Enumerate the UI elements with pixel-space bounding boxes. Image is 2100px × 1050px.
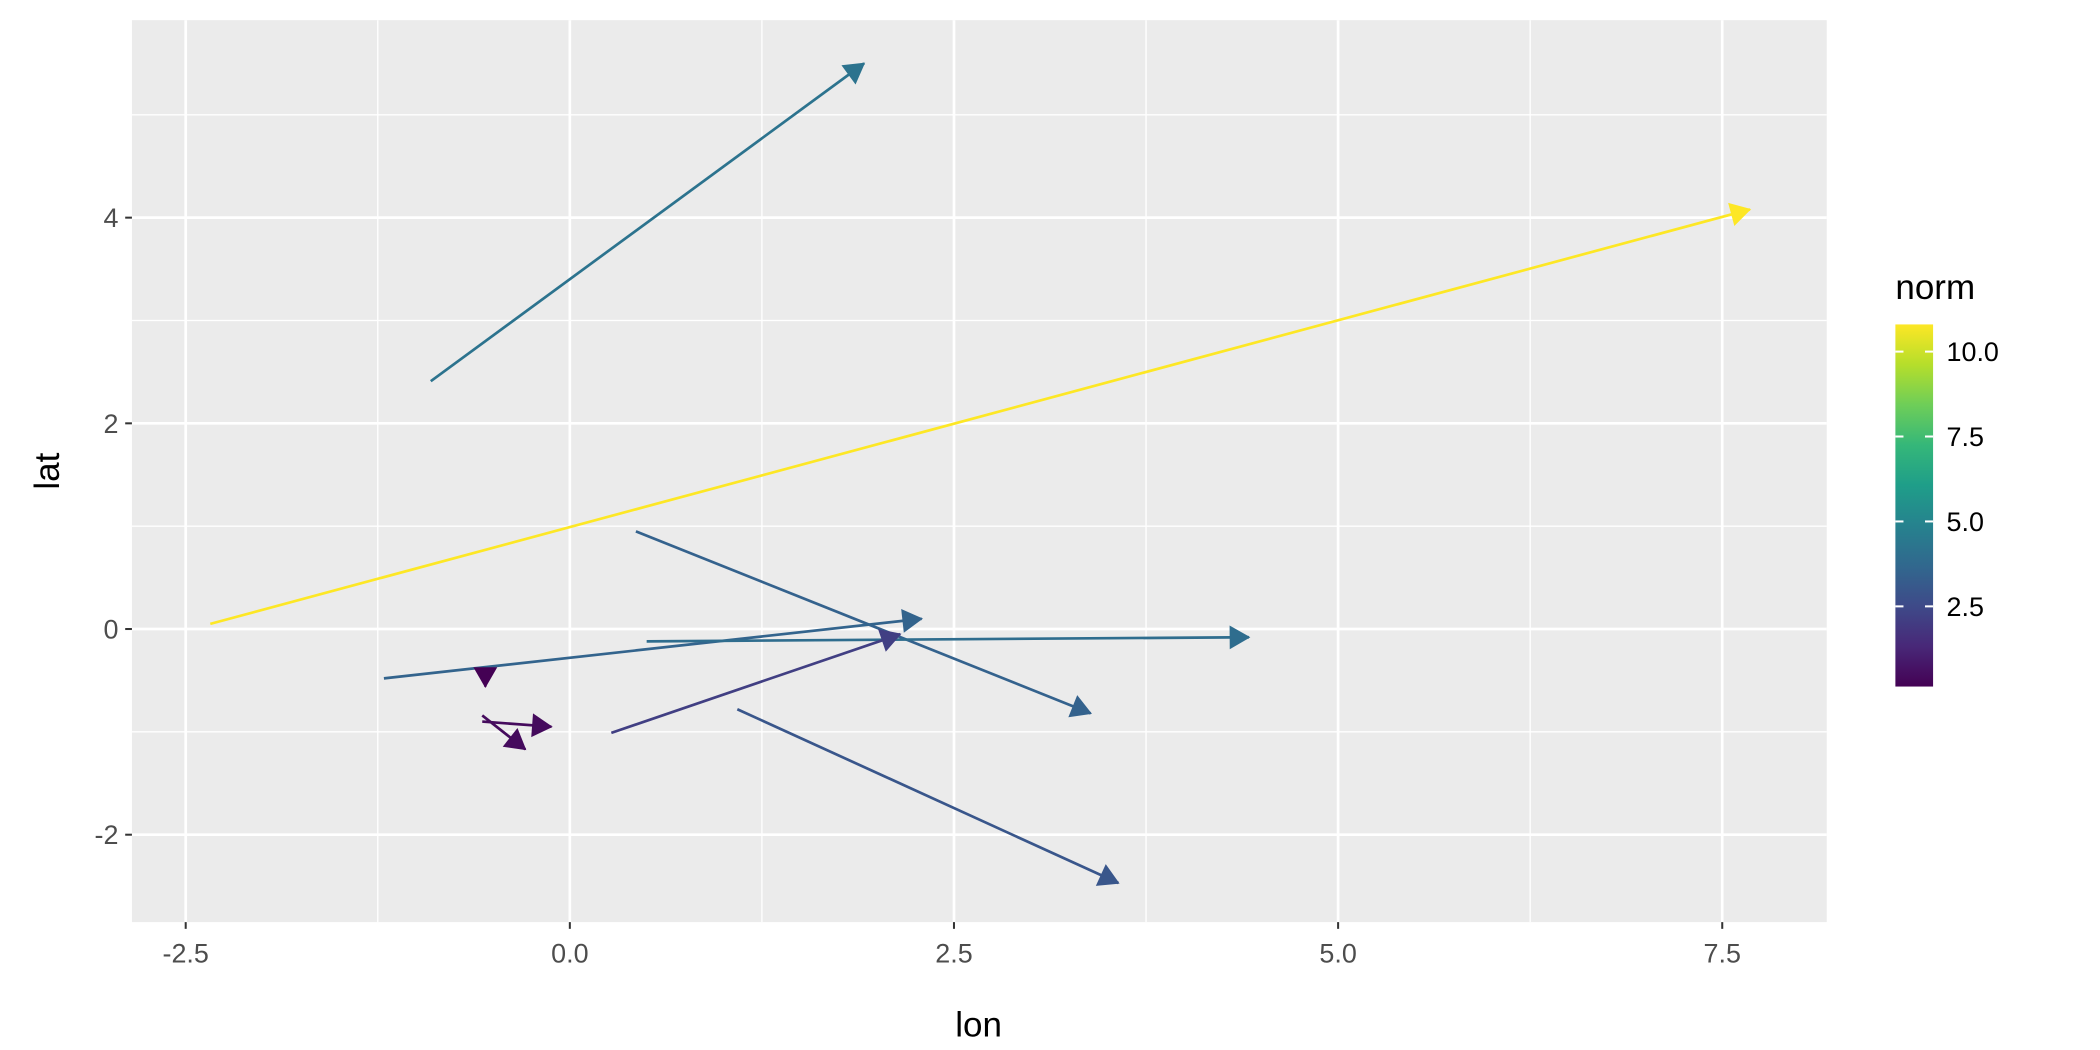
x-tick-label: 2.5 bbox=[935, 939, 972, 969]
segment-line bbox=[635, 530, 1092, 715]
x-axis-title: lon bbox=[955, 1006, 1002, 1045]
segment-line bbox=[610, 632, 901, 735]
y-tick-label: 4 bbox=[103, 203, 118, 233]
plot-panel bbox=[131, 20, 1827, 923]
colorbar-tick-label: 7.5 bbox=[1947, 422, 1984, 452]
segment-line bbox=[209, 208, 1751, 626]
colorbar-tick-label: 5.0 bbox=[1947, 507, 1984, 537]
x-tick-label: -2.5 bbox=[163, 939, 209, 969]
segment-line bbox=[429, 62, 865, 383]
colorbar-tick-label: 2.5 bbox=[1947, 592, 1984, 622]
segment-line bbox=[646, 635, 1249, 643]
x-tick-label: 5.0 bbox=[1319, 939, 1356, 969]
arrowhead bbox=[1229, 625, 1251, 650]
legend-title: norm bbox=[1895, 268, 1975, 307]
colorbar-tick-label: 10.0 bbox=[1947, 337, 1999, 367]
arrowhead bbox=[878, 629, 902, 652]
arrowhead bbox=[1728, 202, 1752, 226]
segment-line bbox=[736, 708, 1119, 885]
legend: norm 2.5 5.0 7.5 10.0 bbox=[1895, 268, 1999, 687]
arrowhead bbox=[502, 728, 527, 751]
arrowhead bbox=[1068, 695, 1092, 718]
segments bbox=[209, 62, 1752, 886]
arrowhead bbox=[901, 609, 924, 633]
arrowhead bbox=[841, 62, 866, 85]
axes: -2.5 0.0 2.5 5.0 7.5 -2 0 2 4 bbox=[95, 203, 1741, 968]
colorbar bbox=[1895, 324, 1934, 687]
segment-line bbox=[383, 617, 922, 680]
y-tick-label: 2 bbox=[103, 409, 118, 439]
y-tick-label: -2 bbox=[95, 820, 119, 850]
arrowhead bbox=[531, 713, 553, 738]
y-axis-title: lat bbox=[28, 452, 67, 489]
arrowhead bbox=[1095, 864, 1120, 886]
x-tick-label: 0.0 bbox=[551, 939, 588, 969]
gridlines bbox=[131, 20, 1827, 923]
y-tick-label: 0 bbox=[103, 614, 118, 644]
arrowhead bbox=[473, 667, 498, 688]
x-tick-label: 7.5 bbox=[1704, 939, 1741, 969]
